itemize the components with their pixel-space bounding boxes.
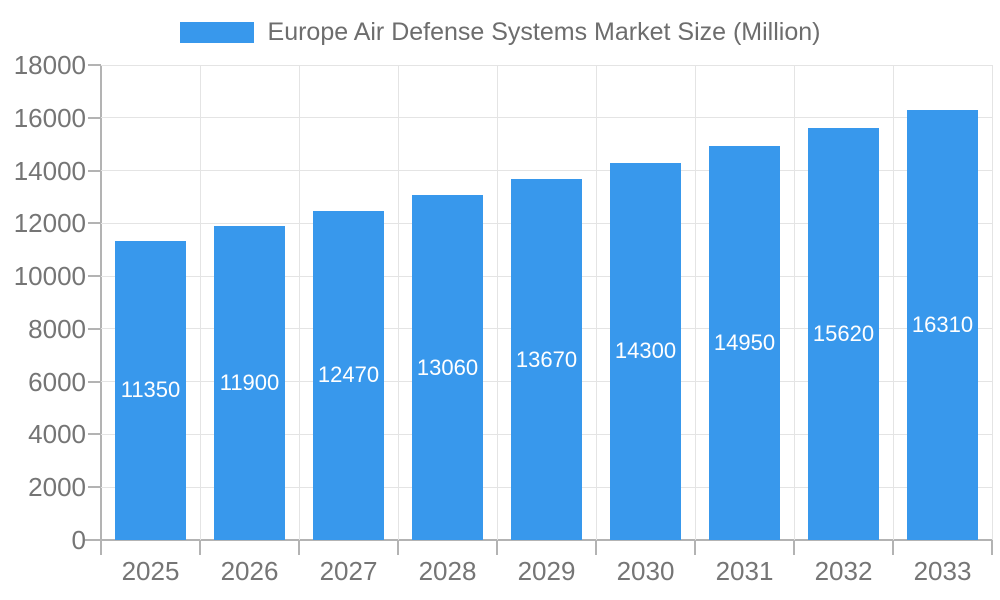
bar: 13060 — [412, 195, 483, 540]
bar: 11350 — [115, 240, 186, 540]
chart-title: Europe Air Defense Systems Market Size (… — [267, 18, 821, 46]
bar-value-label: 14300 — [614, 338, 677, 364]
y-axis-tick — [88, 433, 101, 436]
bar-value-label: 16310 — [911, 311, 974, 337]
x-tick-label: 2033 — [913, 556, 972, 586]
bar: 14950 — [709, 145, 780, 540]
y-axis-labels: 0 2000 4000 6000 8000 10000 12000 14000 16000 180… — [0, 52, 86, 553]
y-tick-label: 16000 — [13, 102, 86, 133]
v-gridline — [199, 65, 201, 540]
x-tick-label: 2032 — [814, 556, 873, 586]
y-axis-tick — [88, 222, 101, 225]
bar-value-label: 11900 — [219, 369, 280, 395]
v-gridline — [397, 65, 399, 540]
y-axis-tick — [88, 275, 101, 278]
y-tick-label: 8000 — [28, 313, 86, 344]
y-tick-label: 2000 — [28, 472, 86, 503]
bar-value-label: 14950 — [713, 329, 776, 355]
x-tick-label: 2027 — [319, 556, 378, 586]
x-tick-label: 2029 — [517, 556, 576, 586]
x-tick-label: 2028 — [418, 556, 477, 586]
y-tick-label: 6000 — [28, 366, 86, 397]
bar: 16310 — [907, 109, 978, 540]
x-axis-tick — [100, 540, 102, 555]
v-gridline — [298, 65, 300, 540]
y-axis-tick — [88, 539, 101, 541]
x-axis-line — [85, 539, 992, 541]
y-tick-label: 12000 — [13, 208, 86, 239]
x-axis-tick — [199, 540, 201, 555]
y-tick-label: 10000 — [13, 261, 86, 292]
x-axis-tick — [298, 540, 300, 555]
y-axis-tick — [88, 116, 101, 119]
h-gridline — [101, 64, 992, 66]
bar-value-label: 12470 — [317, 362, 380, 388]
v-gridline — [694, 65, 696, 540]
chart-legend: Europe Air Defense Systems Market Size (… — [0, 18, 1000, 47]
h-gridline — [101, 117, 992, 119]
x-tick-label: 2031 — [715, 556, 774, 586]
y-axis-tick — [88, 486, 101, 489]
x-axis-tick — [991, 540, 993, 555]
v-gridline — [892, 65, 894, 540]
legend-swatch — [179, 22, 254, 43]
v-gridline — [496, 65, 498, 540]
y-axis-line — [100, 65, 102, 540]
x-tick-label: 2030 — [616, 556, 675, 586]
bar: 15620 — [808, 127, 879, 540]
y-axis-tick — [88, 327, 101, 330]
y-tick-label: 0 — [71, 525, 86, 555]
x-axis-tick — [595, 540, 597, 555]
bar: 11900 — [214, 225, 285, 540]
bar: 13670 — [511, 179, 582, 540]
bar: 12470 — [313, 210, 384, 540]
x-axis-tick — [694, 540, 696, 555]
x-axis-tick — [397, 540, 399, 555]
v-gridline — [793, 65, 795, 540]
y-tick-label: 18000 — [13, 50, 86, 80]
bar-value-label: 13060 — [416, 354, 479, 380]
x-axis-tick — [892, 540, 894, 555]
y-axis-tick — [88, 169, 101, 172]
x-axis-labels: 2025 2026 2027 2028 2029 2030 2031 2032 2033 — [101, 556, 992, 590]
y-tick-label: 4000 — [28, 419, 86, 450]
plot-area: 11350 11900 12470 13060 13670 14300 14950 15620… — [85, 64, 993, 555]
v-gridline — [595, 65, 597, 540]
y-axis-tick — [88, 64, 101, 66]
bar-value-label: 11350 — [120, 377, 181, 403]
bar-value-label: 13670 — [515, 346, 578, 372]
h-gridline — [101, 170, 992, 172]
x-axis-tick — [496, 540, 498, 555]
bar: 14300 — [610, 162, 681, 540]
x-tick-label: 2026 — [220, 556, 279, 586]
y-axis-tick — [88, 380, 101, 383]
x-axis-tick — [793, 540, 795, 555]
x-tick-label: 2025 — [121, 556, 180, 586]
y-tick-label: 14000 — [13, 155, 86, 186]
bar-value-label: 15620 — [812, 320, 875, 346]
v-gridline — [991, 65, 993, 540]
